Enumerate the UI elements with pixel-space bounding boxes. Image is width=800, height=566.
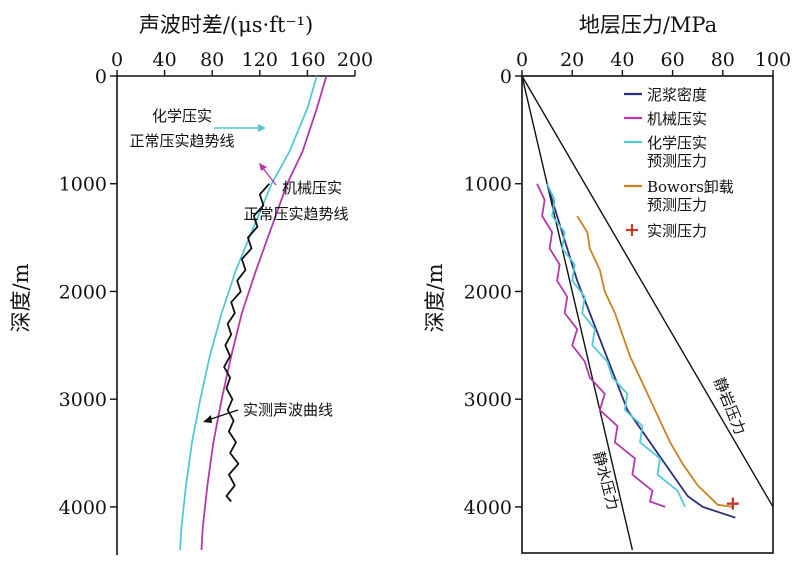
annotation-measured-arrow [207, 409, 239, 421]
left-x-tick-label: 0 [111, 49, 123, 71]
right-y-tick-label: 3000 [464, 389, 512, 411]
right-plot-frame [521, 75, 774, 554]
left-y-tick-label: 3000 [59, 389, 107, 411]
legend-label: 预测压力 [647, 196, 707, 214]
legend-label: 预测压力 [647, 152, 707, 170]
right-x-tick-label: 20 [560, 49, 584, 71]
left-panel: 声波时差/(μs·ft⁻¹) 深度/m 0 40 80 120 160 200 0 1000… [9, 13, 373, 555]
right-panel: 地层压力/MPa 深度/m 0 20 40 60 80 100 0 1000 2000 3000… [423, 13, 791, 554]
left-y-tick-label: 2000 [59, 281, 107, 303]
right-series-line-2 [546, 183, 686, 508]
right-x-tick-label: 40 [610, 49, 634, 71]
legend-label: 实测压力 [647, 222, 707, 240]
hydrostatic-pressure-line [521, 75, 634, 551]
left-y-tick-label: 0 [95, 66, 107, 88]
left-x-tick-label: 160 [289, 49, 325, 71]
right-y-axis-title: 深度/m [423, 263, 447, 332]
annotation-measured: 实测声波曲线 [243, 401, 333, 419]
lithostatic-pressure-line [521, 75, 774, 508]
left-y-axis-title: 深度/m [9, 263, 33, 332]
left-series-line-1 [200, 75, 328, 551]
left-y-tick-label: 4000 [59, 497, 107, 519]
left-x-tick-label: 80 [200, 49, 224, 71]
left-x-tick-label: 120 [242, 49, 278, 71]
legend-label: 化学压实 [647, 134, 707, 152]
right-x-axis-title: 地层压力/MPa [579, 13, 717, 37]
right-x-tick-label: 60 [661, 49, 685, 71]
annotation-mech-arrow [261, 166, 277, 186]
right-y-tick-label: 2000 [464, 281, 512, 303]
left-x-tick-label: 40 [153, 49, 177, 71]
left-x-tick-label: 200 [337, 49, 373, 71]
annotation-measured-arrowhead [203, 415, 212, 423]
annotation-mech-2: 正常压实趋势线 [243, 205, 348, 223]
right-series-line-0 [546, 183, 736, 519]
right-x-tick-label: 0 [516, 49, 528, 71]
annotation-chem-1: 化学压实 [152, 107, 212, 125]
right-y-tick-label: 4000 [464, 497, 512, 519]
legend-label: 机械压实 [647, 110, 707, 128]
lithostatic-label: 静岩压力 [710, 375, 749, 437]
right-x-tick-label: 100 [755, 49, 791, 71]
hydrostatic-label: 静水压力 [589, 449, 622, 512]
left-series-line-2 [223, 183, 270, 503]
left-series-line-0 [179, 75, 318, 551]
annotation-mech-1: 机械压实 [282, 179, 342, 197]
right-series-line-1 [536, 183, 666, 508]
annotation-mech-arrowhead [259, 163, 267, 171]
right-x-tick-label: 80 [711, 49, 735, 71]
legend-label: Bowors卸载 [647, 178, 734, 196]
left-y-tick-label: 1000 [59, 174, 107, 196]
right-y-tick-label: 1000 [464, 174, 512, 196]
right-y-tick-label: 0 [500, 66, 512, 88]
annotation-chem-2: 正常压实趋势线 [129, 132, 234, 150]
left-x-axis-title: 声波时差/(μs·ft⁻¹) [139, 13, 313, 37]
legend-label: 泥浆密度 [647, 86, 707, 104]
annotation-chem-arrowhead [258, 124, 266, 132]
right-series-line-3 [576, 215, 733, 508]
